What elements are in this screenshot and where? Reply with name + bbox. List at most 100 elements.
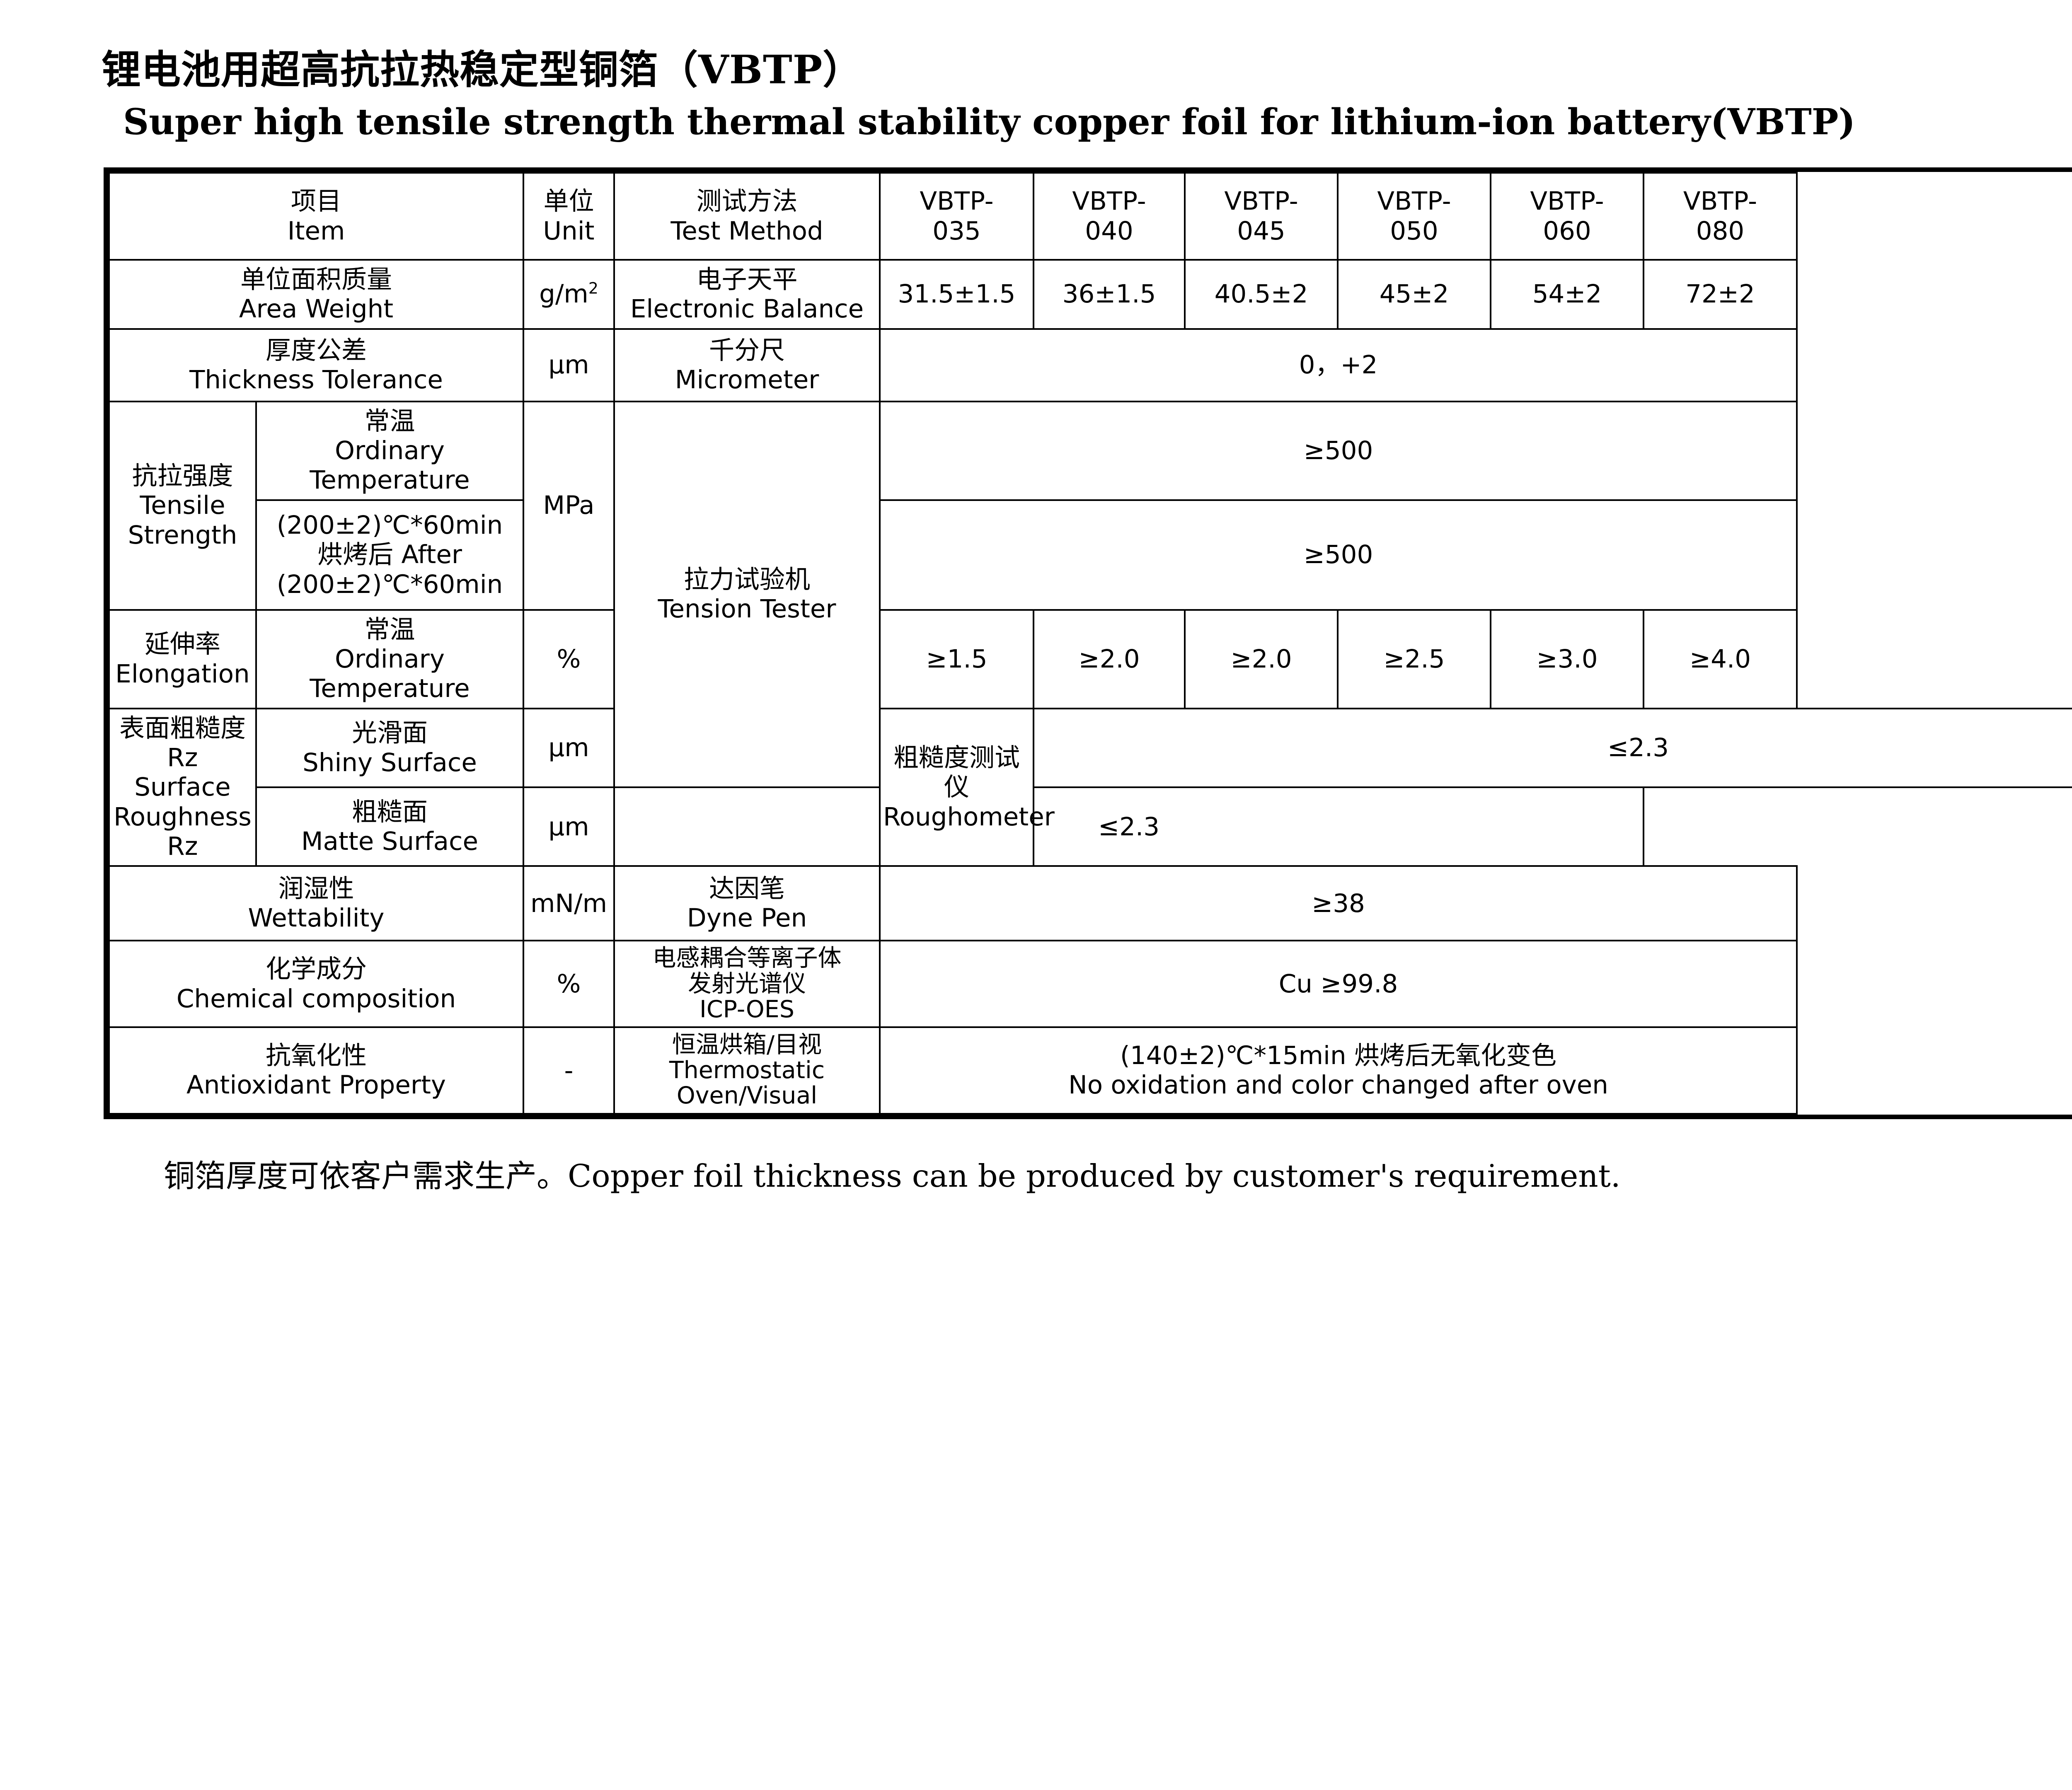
grade-number: 050 bbox=[1390, 216, 1438, 246]
grade-prefix: VBTP- bbox=[1683, 186, 1757, 216]
method-label-cn: 千分尺 bbox=[709, 335, 785, 365]
method-label-en: Micrometer bbox=[675, 365, 819, 394]
table-row-tensile-after-bake: (200±2)℃*60min 烘烤后 After (200±2)℃*60min … bbox=[109, 499, 2072, 611]
method-thermostatic-oven: 恒温烘箱/目视 Thermostatic Oven/Visual bbox=[613, 1026, 881, 1115]
value-thickness-tolerance: 0，+2 bbox=[879, 328, 1798, 402]
item-label-en-2: Strength bbox=[128, 520, 237, 550]
header-unit-cn: 单位 bbox=[543, 186, 594, 216]
table-row-roughness-matte: 粗糙面 Matte Surface μm ≤2.3 bbox=[109, 786, 2072, 867]
value-elongation-080: ≥4.0 bbox=[1643, 609, 1798, 709]
method-label-cn: 电子天平 bbox=[696, 264, 798, 294]
value-area-weight-060: 54±2 bbox=[1490, 259, 1645, 330]
footnote: 铜箔厚度可依客户需求生产。Copper foil thickness can b… bbox=[164, 1151, 2072, 1196]
grade-prefix: VBTP- bbox=[1072, 186, 1146, 216]
condition-tensile-ordinary: 常温 Ordinary Temperature bbox=[255, 400, 525, 501]
item-label-cn: 表面粗糙度Rz bbox=[119, 713, 246, 773]
condition-line-2: 烘烤后 After bbox=[317, 540, 462, 570]
item-area-weight: 单位面积质量 Area Weight bbox=[108, 259, 525, 330]
value-area-weight-045: 40.5±2 bbox=[1184, 259, 1339, 330]
footnote-chinese: 铜箔厚度可依客户需求生产。 bbox=[164, 1157, 568, 1194]
header-grade-vbtp-045: VBTP- 045 bbox=[1184, 172, 1339, 261]
value-elongation-045: ≥2.0 bbox=[1184, 609, 1339, 709]
page-title-english: Super high tensile strength thermal stab… bbox=[123, 101, 1856, 143]
item-label-en: Area Weight bbox=[239, 294, 394, 324]
value-area-weight-040: 36±1.5 bbox=[1033, 259, 1186, 330]
method-thickness-tolerance: 千分尺 Micrometer bbox=[613, 328, 881, 402]
unit-superscript: 2 bbox=[588, 279, 598, 298]
condition-label-cn: 光滑面 bbox=[352, 718, 428, 748]
condition-label-en: Shiny Surface bbox=[303, 747, 477, 777]
method-label-cn-2: 发射光谱仪 bbox=[688, 970, 806, 997]
value-antioxidant-property: (140±2)℃*15min 烘烤后无氧化变色 No oxidation and… bbox=[879, 1026, 1798, 1115]
unit-tensile-strength: MPa bbox=[523, 400, 615, 611]
grade-prefix: VBTP- bbox=[1224, 186, 1298, 216]
grade-prefix: VBTP- bbox=[920, 186, 994, 216]
unit-roughness-matte: μm bbox=[523, 786, 615, 867]
condition-matte-surface: 粗糙面 Matte Surface bbox=[255, 786, 525, 867]
item-surface-roughness: 表面粗糙度Rz Surface Roughness Rz bbox=[108, 707, 257, 867]
item-thickness-tolerance: 厚度公差 Thickness Tolerance bbox=[108, 328, 525, 402]
condition-line-1: (200±2)℃*60min bbox=[276, 510, 503, 540]
method-label-en: ICP-OES bbox=[700, 995, 794, 1023]
method-label-en: Tension Tester bbox=[658, 594, 836, 624]
unit-roughness-shiny: μm bbox=[523, 707, 615, 789]
item-label-cn: 厚度公差 bbox=[266, 335, 367, 365]
method-tension-tester: 拉力试验机 Tension Tester bbox=[613, 400, 881, 789]
method-label-cn: 拉力试验机 bbox=[684, 564, 811, 594]
method-label-cn: 达因笔 bbox=[709, 874, 785, 904]
value-roughness-shiny: ≤2.3 bbox=[1033, 707, 2072, 789]
item-chemical-composition: 化学成分 Chemical composition bbox=[108, 940, 525, 1028]
condition-label-en-2: Temperature bbox=[310, 674, 470, 704]
item-label-cn: 润湿性 bbox=[278, 874, 354, 904]
unit-antioxidant-property: - bbox=[523, 1026, 615, 1115]
value-area-weight-035: 31.5±1.5 bbox=[879, 259, 1035, 330]
value-tensile-ordinary: ≥500 bbox=[879, 400, 1798, 501]
table-row-area-weight: 单位面积质量 Area Weight g/m2 电子天平 Electronic … bbox=[108, 259, 2072, 330]
table-row-chemical-composition: 化学成分 Chemical composition % 电感耦合等离子体 发射光… bbox=[108, 940, 2072, 1028]
grade-number: 045 bbox=[1237, 216, 1285, 246]
unit-chemical-composition: % bbox=[523, 940, 615, 1028]
condition-label-en: Matte Surface bbox=[301, 827, 479, 856]
method-label-en-1: Thermostatic bbox=[669, 1056, 825, 1084]
page-title-chinese: 锂电池用超高抗拉热稳定型铜箔（VBTP） bbox=[102, 47, 863, 93]
value-area-weight-050: 45±2 bbox=[1337, 259, 1492, 330]
item-label-cn: 延伸率 bbox=[144, 629, 220, 659]
method-label-cn: 粗糙度测试仪 bbox=[893, 743, 1020, 802]
table-row-wettability: 润湿性 Wettability mN/m 达因笔 Dyne Pen ≥38 bbox=[108, 865, 2072, 942]
value-line-cn: (140±2)℃*15min 烘烤后无氧化变色 bbox=[1120, 1041, 1557, 1071]
title-block: 锂电池用超高抗拉热稳定型铜箔（VBTP） Super high tensile … bbox=[0, 0, 2072, 143]
condition-tensile-after-bake: (200±2)℃*60min 烘烤后 After (200±2)℃*60min bbox=[255, 499, 525, 611]
value-elongation-050: ≥2.5 bbox=[1337, 609, 1492, 709]
header-grade-vbtp-035: VBTP- 035 bbox=[879, 172, 1035, 261]
header-grade-vbtp-080: VBTP- 080 bbox=[1643, 172, 1798, 261]
spec-table: 项目 Item 单位 Unit 测试方法 Test Method VBTP- 0… bbox=[108, 172, 2072, 1115]
condition-label-cn: 常温 bbox=[364, 614, 415, 644]
item-label-cn: 抗拉强度 bbox=[132, 461, 233, 491]
header-grade-vbtp-050: VBTP- 050 bbox=[1337, 172, 1492, 261]
item-label-cn: 单位面积质量 bbox=[240, 264, 392, 294]
grade-prefix: VBTP- bbox=[1530, 186, 1604, 216]
header-unit-en: Unit bbox=[543, 216, 595, 246]
item-wettability: 润湿性 Wettability bbox=[108, 865, 525, 942]
table-row-antioxidant-property: 抗氧化性 Antioxidant Property - 恒温烘箱/目视 Ther… bbox=[108, 1026, 2072, 1115]
header-grade-vbtp-060: VBTP- 060 bbox=[1490, 172, 1645, 261]
item-label-en: Antioxidant Property bbox=[186, 1070, 446, 1100]
header-method-en: Test Method bbox=[670, 216, 823, 246]
method-label-cn-1: 电感耦合等离子体 bbox=[652, 944, 842, 972]
item-label-en: Wettability bbox=[248, 903, 385, 933]
unit-area-weight: g/m2 bbox=[523, 259, 615, 330]
value-elongation-040: ≥2.0 bbox=[1033, 609, 1186, 709]
item-antioxidant-property: 抗氧化性 Antioxidant Property bbox=[108, 1026, 525, 1115]
table-row-thickness-tolerance: 厚度公差 Thickness Tolerance μm 千分尺 Micromet… bbox=[108, 328, 2072, 402]
unit-wettability: mN/m bbox=[523, 865, 615, 942]
grade-number: 060 bbox=[1543, 216, 1591, 246]
method-label-en: Electronic Balance bbox=[630, 294, 864, 324]
table-row-tensile-ordinary: 抗拉强度 Tensile Strength 常温 Ordinary Temper… bbox=[108, 400, 2072, 789]
footnote-english: Copper foil thickness can be produced by… bbox=[568, 1157, 1621, 1194]
item-label-cn: 化学成分 bbox=[266, 954, 367, 984]
value-line-en: No oxidation and color changed after ove… bbox=[1068, 1070, 1608, 1100]
method-label-en: Dyne Pen bbox=[687, 903, 807, 933]
header-grade-vbtp-040: VBTP- 040 bbox=[1033, 172, 1186, 261]
item-elongation: 延伸率 Elongation bbox=[108, 609, 257, 709]
